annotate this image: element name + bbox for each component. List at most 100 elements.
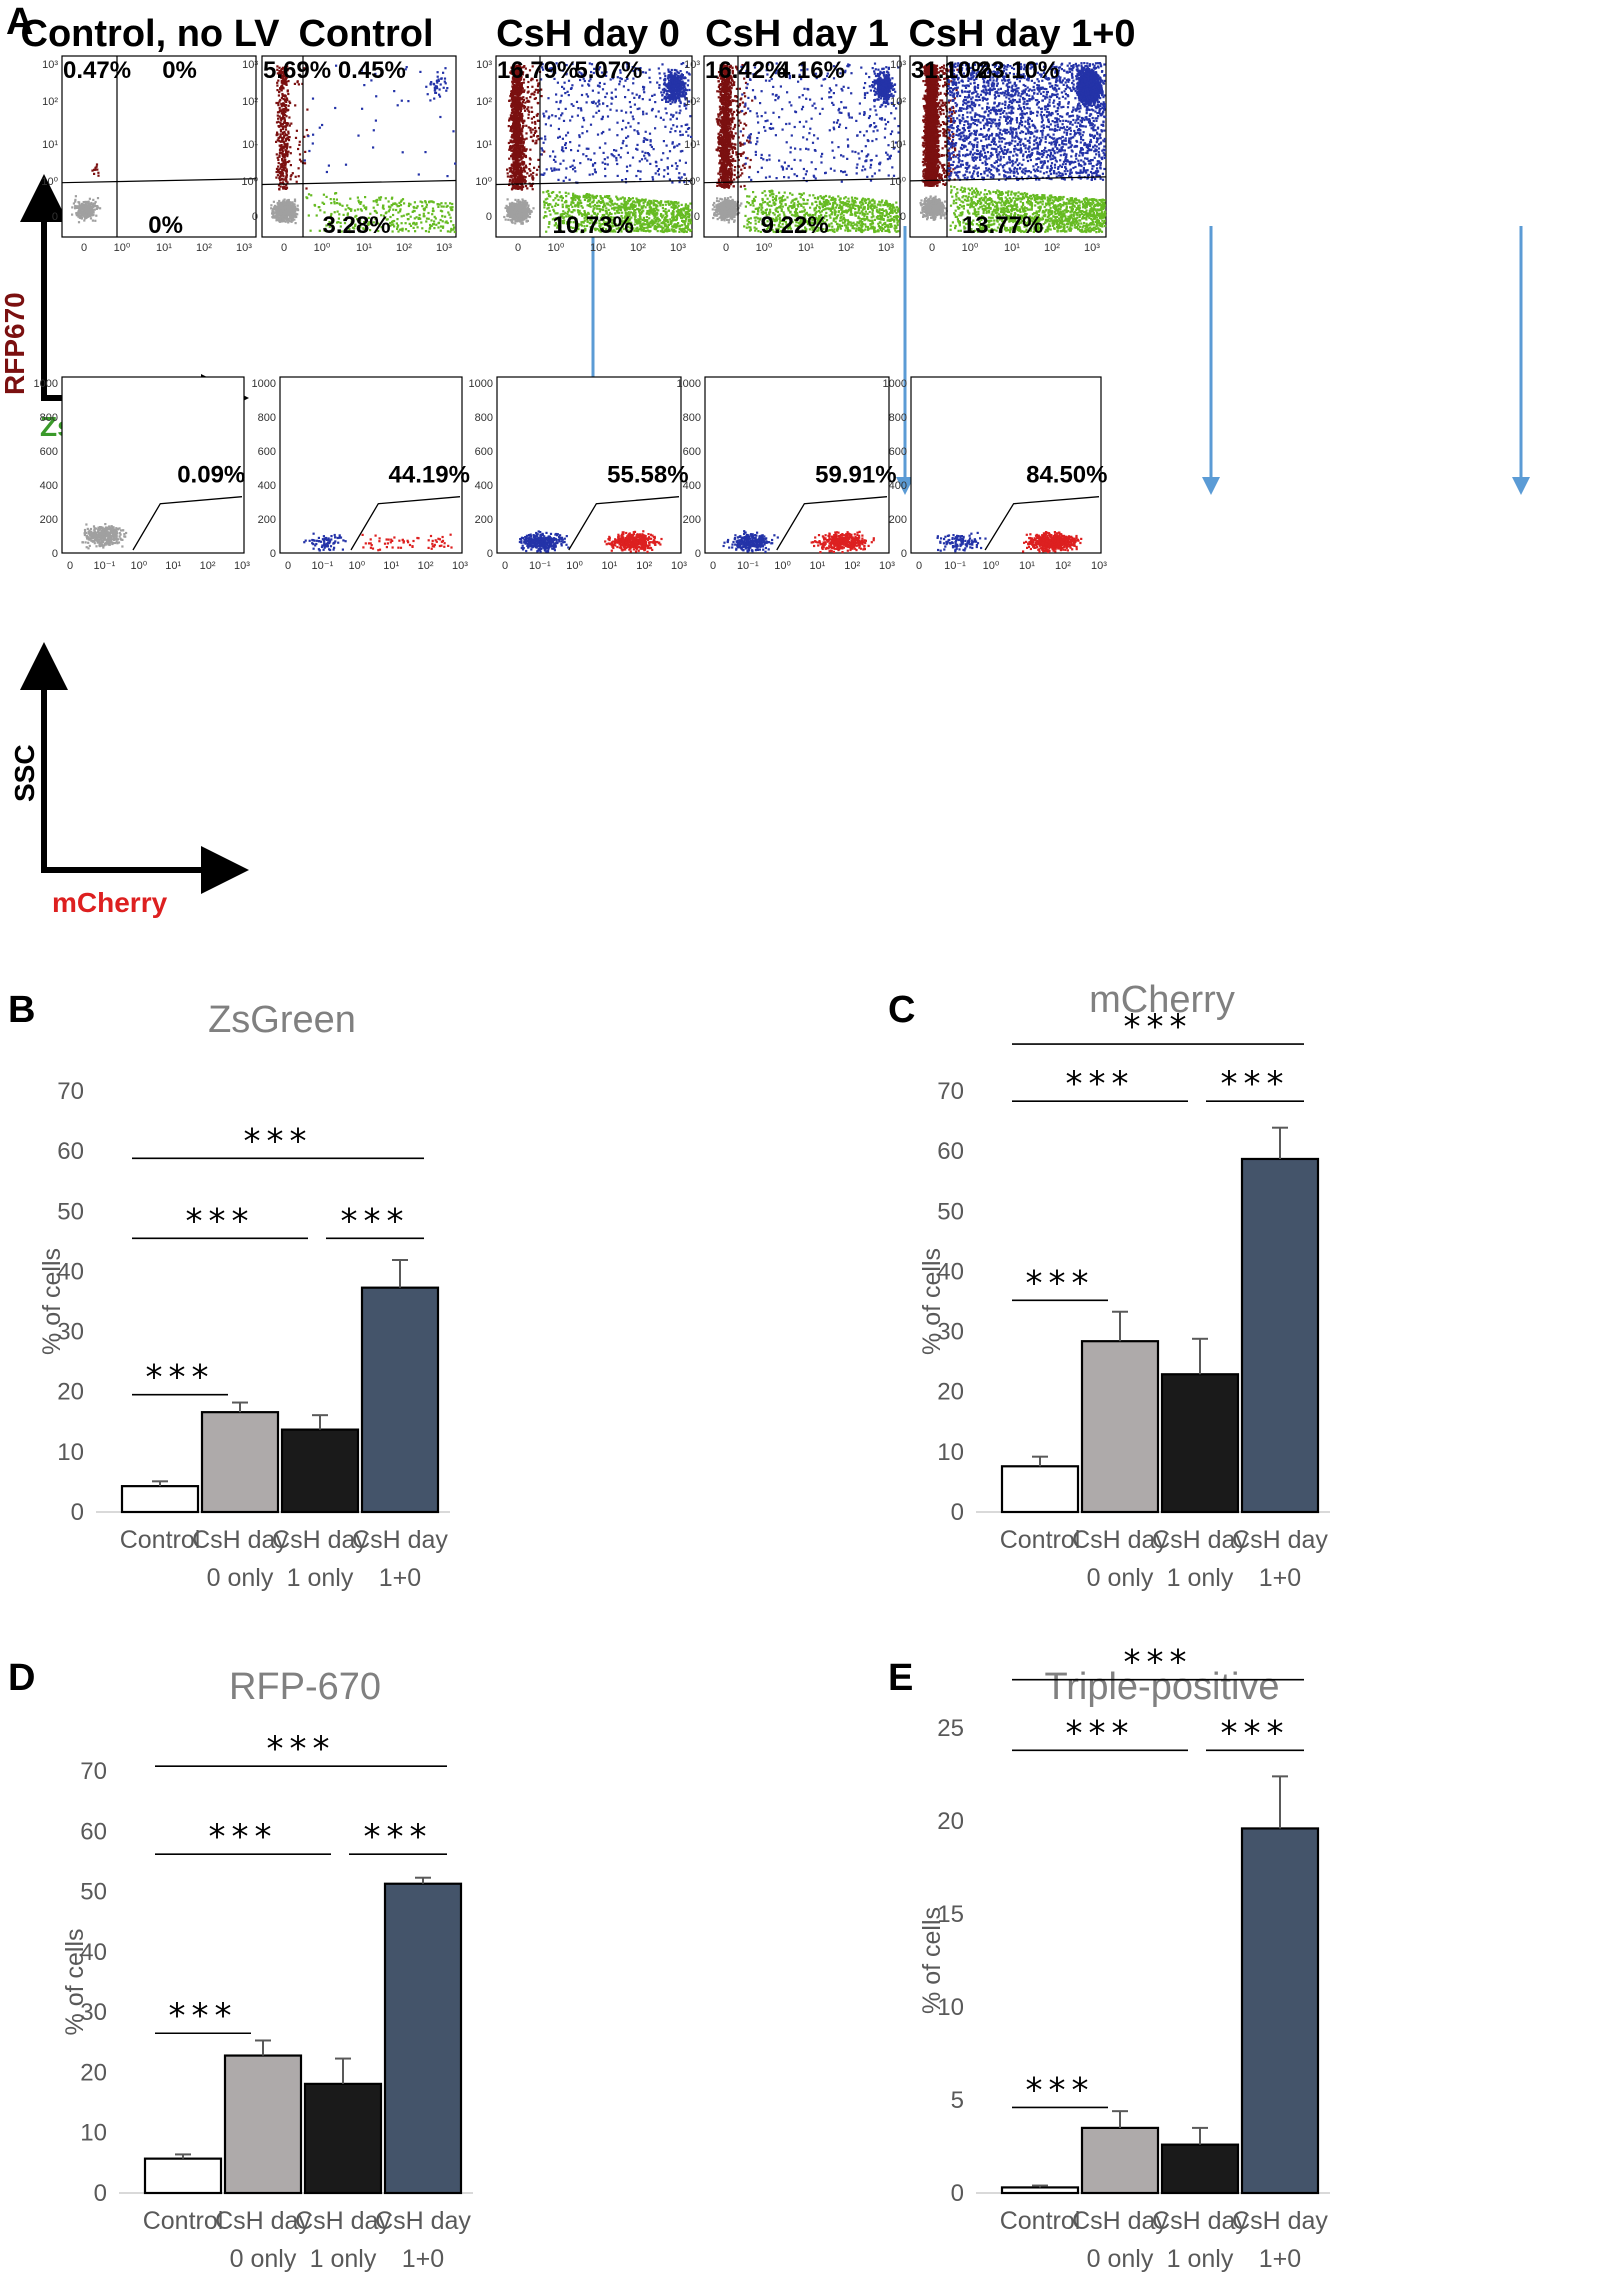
event-dot bbox=[276, 89, 279, 92]
event-dot bbox=[519, 180, 522, 183]
event-dot bbox=[282, 110, 286, 113]
event-dot bbox=[362, 204, 365, 207]
event-dot bbox=[534, 120, 537, 124]
event-dot bbox=[606, 156, 609, 159]
event-dot bbox=[622, 85, 625, 88]
event-dot bbox=[681, 149, 684, 153]
event-dot bbox=[648, 132, 652, 135]
event-dot bbox=[589, 158, 592, 161]
x-tick-label: 10³ bbox=[436, 242, 452, 254]
event-dot bbox=[282, 103, 285, 106]
event-dot bbox=[85, 523, 88, 526]
event-dot bbox=[334, 106, 337, 110]
event-dot bbox=[650, 145, 653, 148]
event-dot bbox=[516, 173, 519, 176]
event-dot bbox=[424, 200, 427, 203]
event-dot bbox=[662, 83, 666, 86]
event-dot bbox=[282, 178, 285, 181]
event-dot bbox=[543, 206, 546, 209]
event-dot bbox=[679, 70, 682, 73]
event-dot bbox=[633, 129, 636, 132]
event-dot bbox=[110, 525, 113, 528]
event-dot bbox=[662, 152, 665, 155]
event-dot bbox=[361, 533, 364, 536]
event-dot bbox=[277, 171, 280, 174]
event-dot bbox=[586, 130, 589, 133]
event-dot bbox=[673, 73, 676, 76]
event-dot bbox=[664, 125, 667, 128]
event-dot bbox=[371, 547, 375, 550]
event-dot bbox=[510, 105, 513, 108]
event-dot bbox=[565, 167, 568, 170]
event-dot bbox=[411, 210, 414, 213]
event-dot bbox=[511, 118, 514, 121]
event-dot bbox=[674, 88, 677, 91]
event-dot bbox=[318, 549, 321, 552]
event-dot bbox=[294, 206, 297, 210]
event-dot bbox=[344, 208, 347, 211]
event-dot bbox=[284, 207, 287, 210]
event-dot bbox=[524, 149, 527, 153]
event-dot bbox=[522, 98, 525, 101]
event-dot bbox=[359, 208, 362, 211]
event-dot bbox=[322, 548, 325, 551]
event-dot bbox=[635, 174, 638, 178]
event-dot bbox=[510, 126, 513, 129]
event-dot bbox=[406, 218, 409, 221]
event-dot bbox=[311, 97, 315, 100]
event-dot bbox=[82, 207, 85, 210]
event-dot bbox=[336, 202, 339, 205]
event-dot bbox=[283, 108, 286, 111]
event-dot bbox=[312, 532, 315, 535]
event-dot bbox=[338, 202, 341, 205]
event-dot bbox=[572, 159, 575, 162]
event-dot bbox=[378, 540, 381, 543]
event-dot bbox=[527, 204, 530, 207]
event-dot bbox=[432, 201, 435, 204]
event-dot bbox=[591, 89, 594, 92]
event-dot bbox=[281, 215, 284, 218]
event-dot bbox=[104, 543, 107, 546]
event-dot bbox=[529, 169, 532, 172]
event-dot bbox=[513, 133, 517, 136]
event-dot bbox=[83, 205, 86, 208]
event-dot bbox=[610, 91, 613, 94]
event-dot bbox=[624, 178, 627, 181]
event-dot bbox=[540, 95, 543, 98]
event-dot bbox=[332, 198, 335, 201]
event-dot bbox=[77, 205, 80, 208]
event-dot bbox=[679, 101, 682, 105]
event-dot bbox=[289, 164, 292, 167]
event-dot bbox=[511, 136, 514, 139]
event-dot bbox=[624, 126, 628, 129]
event-dot bbox=[94, 200, 97, 204]
event-dot bbox=[277, 111, 280, 114]
event-dot bbox=[525, 124, 528, 127]
event-dot bbox=[305, 128, 308, 132]
event-dot bbox=[407, 230, 410, 233]
event-dot bbox=[387, 538, 390, 541]
event-dot bbox=[443, 77, 447, 80]
event-dot bbox=[320, 540, 323, 543]
event-dot bbox=[412, 226, 415, 229]
event-dot bbox=[96, 536, 99, 539]
event-dot bbox=[601, 115, 604, 118]
event-dot bbox=[284, 144, 287, 147]
event-dot bbox=[286, 122, 289, 125]
event-dot bbox=[113, 530, 116, 533]
event-dot bbox=[628, 101, 631, 104]
event-dot bbox=[532, 116, 536, 119]
event-dot bbox=[74, 198, 77, 201]
event-dot bbox=[440, 77, 443, 80]
event-dot bbox=[680, 62, 683, 66]
event-dot bbox=[514, 137, 517, 140]
event-dot bbox=[121, 545, 124, 548]
event-dot bbox=[544, 138, 547, 141]
event-dot bbox=[432, 82, 435, 85]
event-dot bbox=[515, 214, 518, 217]
event-dot bbox=[568, 178, 571, 181]
y-tick-label: 800 bbox=[258, 412, 276, 424]
quadrant-pct-top-left: 0.47% bbox=[63, 57, 131, 84]
event-dot bbox=[102, 546, 105, 549]
